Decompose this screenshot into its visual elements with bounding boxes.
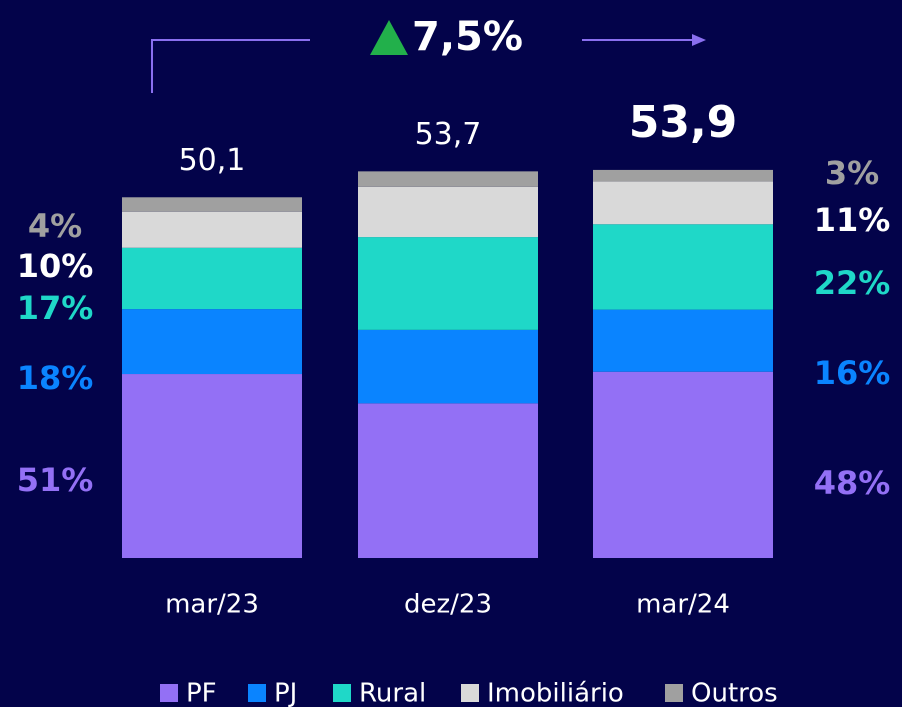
bar-segment [593,181,773,225]
x-tick-label: dez/23 [404,590,492,620]
bar-segment [358,171,538,187]
value-label: 22% [814,264,891,302]
legend-label: Rural [359,679,426,707]
value-label: 4% [28,207,82,245]
bar-segment [358,329,538,404]
bar-segment [593,224,773,310]
bar-segment [593,309,773,372]
bar-segment [122,247,302,310]
total-label: 50,1 [179,143,246,178]
value-label: 3% [825,154,879,192]
value-label: 16% [814,354,891,392]
bar-segment [593,371,773,558]
legend-label: Outros [691,679,778,707]
legend-swatch [248,684,266,702]
legend-swatch [160,684,178,702]
bar-segment [122,374,302,558]
bar-segment [358,186,538,238]
bar-segment [358,403,538,558]
value-label: 18% [17,359,94,397]
value-label: 48% [814,464,891,502]
legend-label: PJ [274,679,297,707]
up-triangle [370,20,408,55]
x-tick-label: mar/24 [636,590,730,620]
legend-label: PF [186,679,217,707]
value-label: 10% [17,247,94,285]
legend-label: Imobiliário [487,679,624,707]
x-tick-label: mar/23 [165,590,259,620]
total-label: 53,7 [415,117,482,152]
value-label: 17% [17,289,94,327]
bar-segment [358,237,538,330]
value-label: 51% [17,461,94,499]
bar-segment [593,169,773,182]
bracket-line [151,39,310,93]
bar-segment [122,211,302,248]
annotation: 7,5% [412,14,523,60]
legend-swatch [665,684,683,702]
legend-swatch [461,684,479,702]
legend-swatch [333,684,351,702]
bar-segment [122,197,302,212]
value-label: 11% [814,201,891,239]
total-label: 53,9 [629,97,738,148]
arrow-head [692,34,706,46]
bar-segment [122,309,302,375]
